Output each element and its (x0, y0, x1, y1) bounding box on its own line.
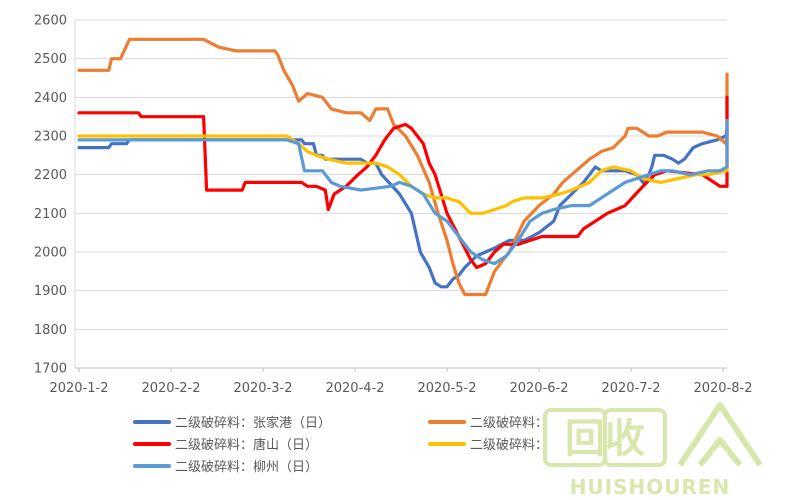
y-tick-label: 1700 (34, 362, 67, 377)
watermark-cn-text: 回收 (565, 416, 645, 462)
y-tick-label: 1900 (34, 284, 67, 299)
legend-label-2: 二级破碎料： (470, 416, 548, 431)
x-tick-label: 2020-2-2 (141, 381, 200, 396)
y-tick-label: 2500 (34, 52, 67, 67)
axes (74, 20, 727, 369)
y-tick-label: 2000 (34, 246, 67, 261)
legend-label-4: 二级破碎料： (470, 438, 548, 453)
series-line-1 (77, 126, 729, 289)
watermark-box-2 (603, 408, 667, 467)
x-tick-labels: 2020-1-2 2020-2-2 2020-3-2 2020-4-2 2020-5-2… (49, 368, 753, 396)
x-tick-label: 2020-6-2 (509, 381, 568, 396)
y-tick-label: 2400 (34, 91, 67, 106)
x-tick-label: 2020-1-2 (49, 381, 108, 396)
y-tick-label: 2200 (34, 168, 67, 183)
legend-label-3: 二级破碎料：唐山（日） (175, 437, 318, 453)
legend: 二级破碎料：张家港（日） 二级破碎料： 二级破碎料：唐山（日） 二级破碎料： 二级破碎料… (133, 415, 548, 475)
legend-label-5: 二级破碎料：柳州（日） (175, 460, 318, 475)
x-tick-label: 2020-7-2 (601, 381, 660, 396)
y-tick-label: 2100 (34, 207, 67, 222)
watermark-logo: 回收 HUISHOUREN (543, 402, 763, 499)
legend-label-1: 二级破碎料：张家港（日） (175, 415, 331, 431)
y-tick-label: 2300 (34, 130, 67, 145)
series-line-2 (77, 37, 729, 297)
series-lines (77, 37, 729, 297)
y-tick-label: 2600 (34, 14, 67, 29)
x-tick-label: 2020-4-2 (325, 381, 384, 396)
x-tick-label: 2020-8-2 (693, 381, 752, 396)
y-tick-labels: 2600 2500 2400 2300 2200 2100 2000 1900 1800 1700 (34, 14, 67, 377)
x-tick-label: 2020-5-2 (417, 381, 476, 396)
watermark-en-text: HUISHOUREN (570, 475, 731, 499)
watermark-leaf-icon (677, 402, 763, 467)
x-tick-label: 2020-3-2 (233, 381, 292, 396)
series-line-5 (77, 118, 729, 266)
y-tick-label: 1800 (34, 323, 67, 338)
